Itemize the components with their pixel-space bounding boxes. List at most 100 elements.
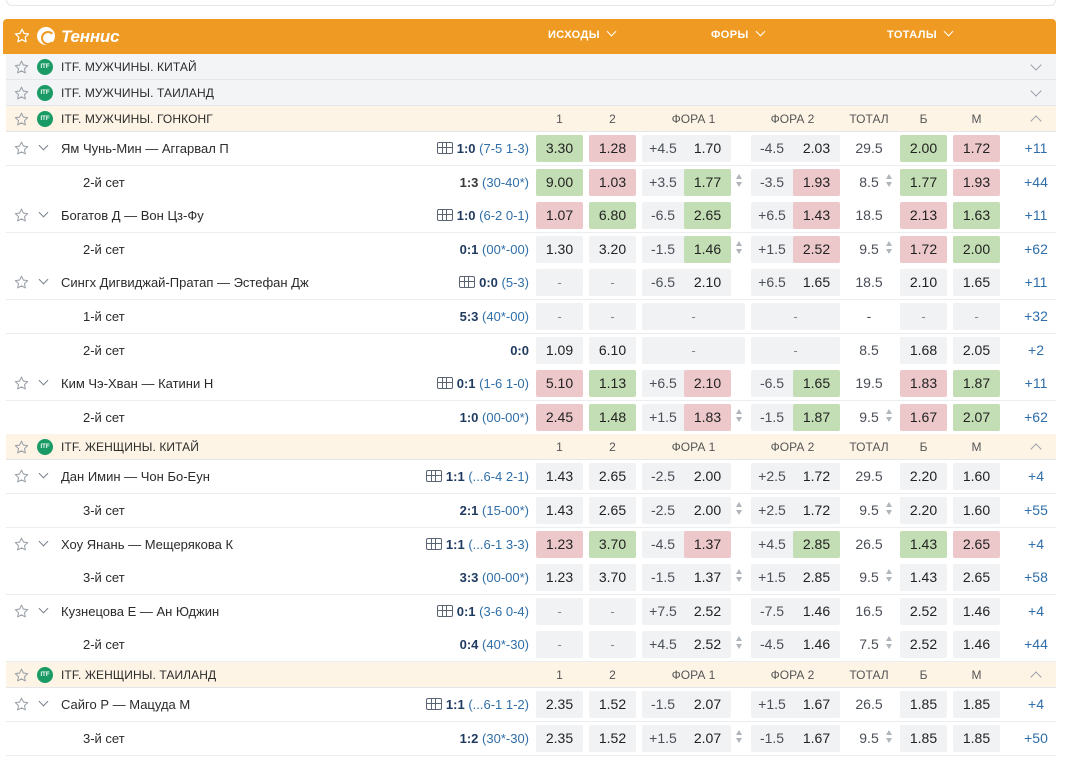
favorite-star-icon[interactable] xyxy=(14,697,29,715)
over-odds[interactable]: 1.67 xyxy=(900,403,947,431)
handicap2-cell[interactable]: +1.5 2.85 xyxy=(751,564,840,592)
chevron-down-icon[interactable] xyxy=(38,140,49,151)
handicap1-odds[interactable]: 2.07 xyxy=(693,729,722,746)
match-row[interactable]: Ким Чэ-Хван — Катини Н 0:1 (1-6 1-0) 5.10 1… xyxy=(6,367,1056,402)
match-row[interactable]: Кузнецова Е — Ан Юджин 0:1 (3-6 0-4) - - +7.… xyxy=(6,594,1056,629)
odds-cell-2[interactable]: - xyxy=(589,303,636,330)
more-markets-link[interactable]: +44 xyxy=(1024,173,1048,190)
over-odds[interactable]: 1.77 xyxy=(900,168,947,196)
spinner-icon[interactable] xyxy=(886,408,893,423)
set-row[interactable]: 3-й сет 3:3 (00-00*) 1.23 3.70 -1.5 1.37 +1.5 2… xyxy=(6,561,1056,596)
handicap2-odds[interactable]: 2.85 xyxy=(802,569,831,586)
under-odds[interactable]: 1.60 xyxy=(953,463,1000,491)
header-group-totals[interactable]: ТОТАЛЫ xyxy=(887,26,954,41)
chevron-down-icon[interactable] xyxy=(38,536,49,547)
odds-cell-1[interactable]: - xyxy=(536,597,583,625)
handicap2-odds[interactable]: 1.46 xyxy=(802,602,831,619)
under-odds[interactable]: 2.07 xyxy=(953,403,1000,431)
more-markets-link[interactable]: +55 xyxy=(1024,502,1048,518)
set-row[interactable]: 2-й сет 0:4 (40*-30) - - +4.5 2.52 -4.5 1.46 7.5… xyxy=(6,628,1056,663)
handicap1-odds[interactable]: 1.70 xyxy=(693,140,722,156)
odds-cell-1[interactable]: 1.43 xyxy=(536,497,583,524)
match-teams[interactable]: Ям Чунь-Мин — Аггарвал П xyxy=(61,141,229,156)
handicap1-odds[interactable]: 1.37 xyxy=(684,530,731,558)
handicap1-odds[interactable]: 1.83 xyxy=(684,403,731,431)
handicap1-cell[interactable]: +3.5 1.77 xyxy=(642,168,731,196)
spinner-icon[interactable] xyxy=(736,240,743,255)
over-odds[interactable]: 2.20 xyxy=(900,463,947,491)
match-teams[interactable]: Хоу Янань — Мещерякова К xyxy=(61,536,234,552)
over-odds[interactable]: 2.52 xyxy=(900,631,947,659)
set-row[interactable]: 2-й сет 1:0 (00-00*) 2.45 1.48 +1.5 1.83 -1.5 1… xyxy=(6,400,1056,435)
league-header[interactable]: ITF ITF. ЖЕНЩИНЫ. КИТАЙ 1 2 ФОРА 1 ФОРА 2 ТОТА… xyxy=(6,434,1056,461)
more-markets-link[interactable]: +2 xyxy=(1028,341,1044,358)
handicap2-odds[interactable]: 1.67 xyxy=(802,729,831,746)
match-teams[interactable]: Ким Чэ-Хван — Катини Н xyxy=(61,376,214,392)
odds-cell-1[interactable]: 2.45 xyxy=(536,403,583,431)
handicap1-odds[interactable]: 2.65 xyxy=(684,202,731,230)
handicap1-odds[interactable]: 1.46 xyxy=(684,235,731,263)
handicap2-odds[interactable]: 2.52 xyxy=(793,235,840,263)
odds-cell-2[interactable]: 1.03 xyxy=(589,168,636,196)
odds-cell-1[interactable]: 1.23 xyxy=(536,564,583,592)
odds-cell-1[interactable]: 5.10 xyxy=(536,370,583,398)
spinner-icon[interactable] xyxy=(736,636,743,650)
under-odds[interactable]: 1.65 xyxy=(953,269,1000,297)
handicap2-cell[interactable]: -4.5 1.46 xyxy=(751,631,840,659)
handicap1-cell[interactable]: +7.5 2.52 xyxy=(642,597,731,625)
spinner-icon[interactable] xyxy=(736,502,743,516)
handicap1-odds[interactable]: 2.52 xyxy=(693,636,722,653)
handicap2-cell[interactable]: -1.5 1.67 xyxy=(751,724,840,752)
handicap1-odds[interactable]: 2.52 xyxy=(693,602,722,619)
handicap1-odds[interactable]: 2.10 xyxy=(693,274,722,291)
spinner-icon[interactable] xyxy=(886,502,893,516)
handicap1-odds[interactable]: 1.37 xyxy=(693,569,722,586)
odds-cell-2[interactable]: - xyxy=(589,597,636,625)
odds-cell-2[interactable]: 1.48 xyxy=(589,403,636,431)
match-teams[interactable]: Дан Имин — Чон Бо-Еун xyxy=(61,469,210,485)
collapse-icon[interactable] xyxy=(1030,115,1042,127)
odds-cell-2[interactable]: 1.52 xyxy=(589,691,636,718)
match-row[interactable]: Дан Имин — Чон Бо-Еун 1:1 (...6-4 2-1) 1.4… xyxy=(6,460,1056,495)
odds-cell-1[interactable]: 1.07 xyxy=(536,202,583,230)
handicap1-cell[interactable]: +4.5 2.52 xyxy=(642,631,731,659)
handicap2-odds[interactable]: 2.03 xyxy=(802,140,831,156)
favorite-star-icon[interactable] xyxy=(14,604,29,622)
spinner-icon[interactable] xyxy=(886,729,893,744)
scoreboard-icon[interactable] xyxy=(436,604,453,617)
header-group-outcomes[interactable]: ИСХОДЫ xyxy=(548,26,617,41)
odds-cell-1[interactable]: - xyxy=(536,303,583,330)
collapse-icon[interactable] xyxy=(1030,443,1042,456)
odds-cell-2[interactable]: 1.13 xyxy=(589,370,636,398)
handicap2-odds[interactable]: 1.93 xyxy=(793,168,840,196)
scoreboard-icon[interactable] xyxy=(436,209,453,222)
favorite-star-icon[interactable] xyxy=(14,60,29,78)
handicap2-odds[interactable]: 1.67 xyxy=(802,696,831,712)
odds-cell-2[interactable]: 3.70 xyxy=(589,530,636,558)
spinner-icon[interactable] xyxy=(736,569,743,583)
odds-cell-1[interactable]: - xyxy=(536,269,583,297)
favorite-star-icon[interactable] xyxy=(14,440,29,458)
odds-cell-2[interactable]: 1.52 xyxy=(589,724,636,752)
handicap2-cell[interactable]: +2.5 1.72 xyxy=(751,463,840,491)
favorite-star-icon[interactable] xyxy=(14,275,29,293)
set-row[interactable]: 3-й сет 1:2 (30*-30) 2.35 1.52 +1.5 2.07 -1.5 1… xyxy=(6,721,1056,756)
match-row[interactable]: Хоу Янань — Мещерякова К 1:1 (...6-1 3-3)… xyxy=(6,527,1056,562)
scoreboard-icon[interactable] xyxy=(425,470,442,483)
handicap1-cell[interactable]: +1.5 2.07 xyxy=(642,724,731,752)
chevron-down-icon[interactable] xyxy=(38,274,49,285)
odds-cell-1[interactable]: 1.30 xyxy=(536,235,583,263)
over-odds[interactable]: 1.85 xyxy=(900,691,947,718)
over-odds[interactable]: 2.00 xyxy=(900,135,947,162)
handicap2-odds[interactable]: 1.65 xyxy=(802,274,831,291)
handicap1-cell[interactable]: -1.5 1.37 xyxy=(642,564,731,592)
set-row[interactable]: 2-й сет 1:3 (30-40*) 9.00 1.03 +3.5 1.77 -3.5 1… xyxy=(6,165,1056,200)
handicap2-odds[interactable]: 1.72 xyxy=(802,502,831,518)
under-odds[interactable]: 1.85 xyxy=(953,691,1000,718)
spinner-icon[interactable] xyxy=(886,636,893,650)
over-odds[interactable]: - xyxy=(900,303,947,330)
over-odds[interactable]: 2.52 xyxy=(900,597,947,625)
favorite-star-icon[interactable] xyxy=(14,376,29,394)
under-odds[interactable]: 1.87 xyxy=(953,370,1000,398)
favorite-star-icon[interactable] xyxy=(14,469,29,487)
